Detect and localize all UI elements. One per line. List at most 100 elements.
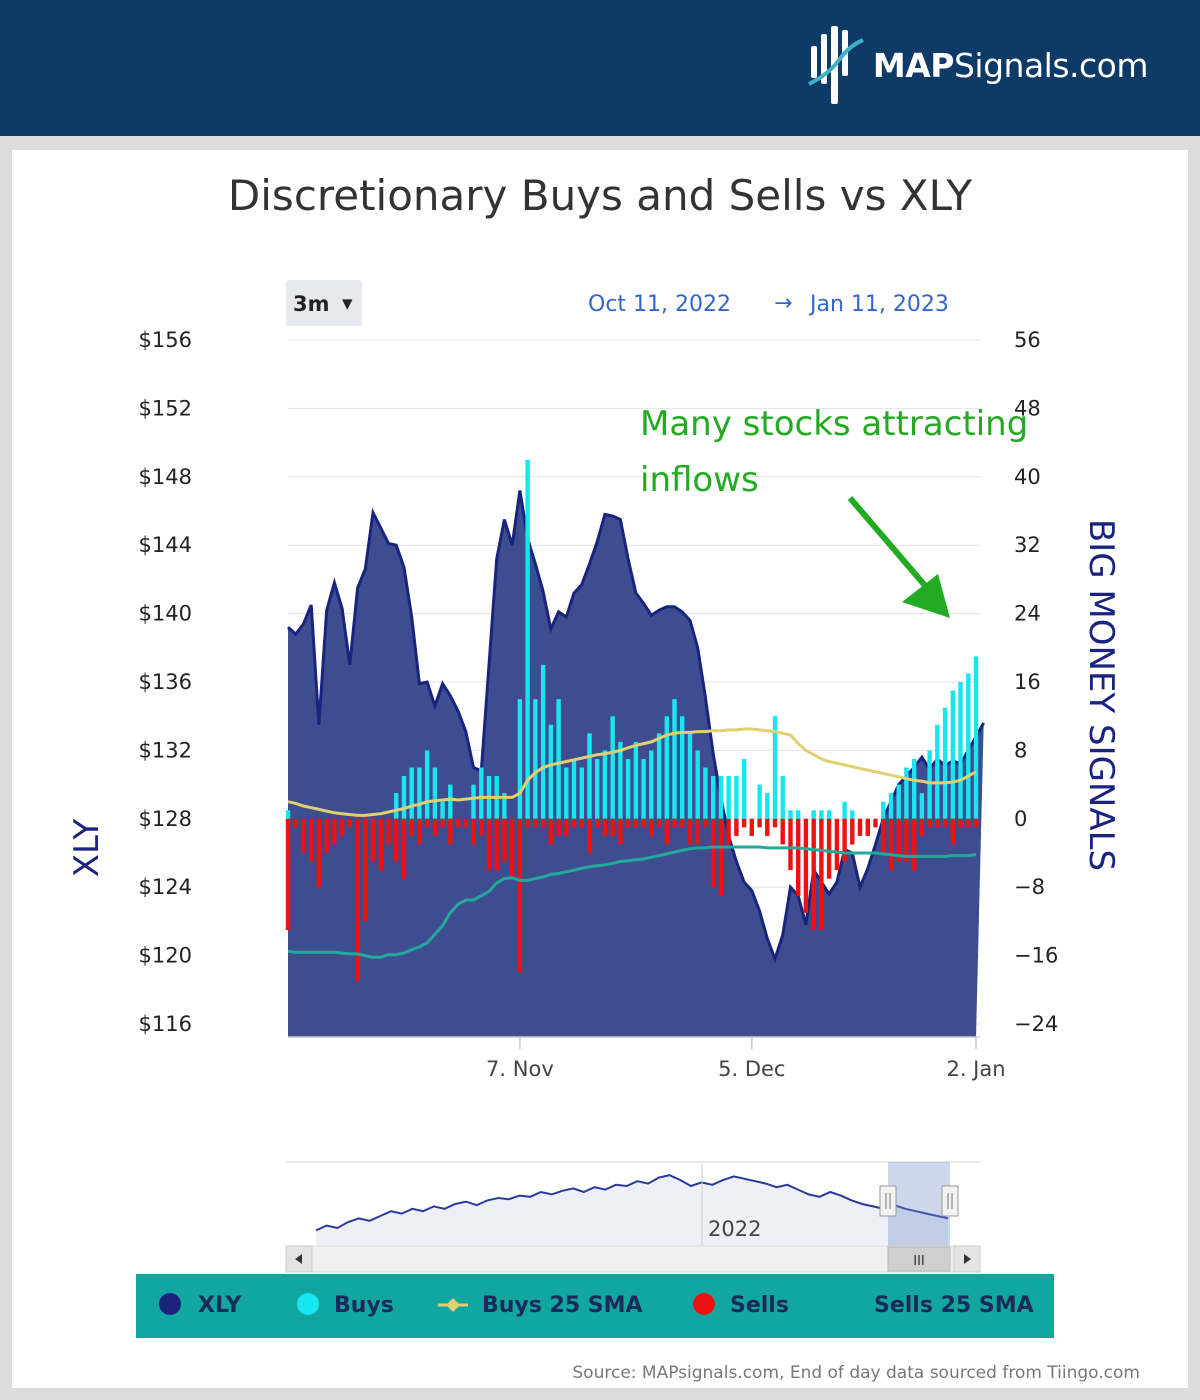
- chart-svg: Discretionary Buys and Sells vs XLY 3m ▾…: [67, 171, 1140, 1383]
- buys-bar: [610, 716, 615, 819]
- sells-bar: [935, 818, 940, 828]
- buys-bar: [587, 733, 592, 819]
- sells-bar: [873, 818, 878, 828]
- buys-bar: [780, 776, 785, 819]
- buys-bar: [796, 810, 801, 819]
- left-axis-ticks: $156 $152 $148 $144 $140 $136 $132 $128 $124 $120…: [139, 328, 192, 1036]
- scrollbar-thumb[interactable]: [887, 1246, 951, 1272]
- buys-bar: [618, 741, 623, 819]
- sells-bar: [973, 818, 979, 828]
- navigator-area: [316, 1175, 948, 1246]
- buys-bar: [579, 767, 584, 819]
- buys-bar: [571, 759, 577, 819]
- sells-bar: [625, 818, 631, 828]
- navigator-handle[interactable]: [941, 1185, 959, 1217]
- buys-bar: [285, 810, 291, 819]
- right-tick-label: −24: [1014, 1012, 1058, 1036]
- legend-item[interactable]: Sells 25 SMA: [874, 1293, 1034, 1318]
- legend-marker: [297, 1293, 319, 1315]
- sells-bar: [842, 818, 847, 862]
- scrollbar-track: [285, 1245, 981, 1273]
- buys-bar: [726, 776, 731, 819]
- left-tick-label: $136: [139, 670, 192, 694]
- arrow-left-icon: [295, 1254, 302, 1264]
- buys-bar: [649, 750, 654, 819]
- left-tick-label: $120: [139, 944, 192, 968]
- range-selector[interactable]: 3m ▾: [286, 280, 362, 326]
- buys-bar: [680, 716, 685, 819]
- buys-bar: [695, 750, 700, 819]
- x-tick-label: 5. Dec: [718, 1057, 785, 1081]
- buys-bar: [417, 767, 422, 819]
- navigator-scrollbar[interactable]: III: [285, 1245, 981, 1273]
- sells-bar: [448, 818, 453, 845]
- sells-bar: [633, 818, 639, 828]
- navigator-handle[interactable]: [879, 1185, 897, 1217]
- right-tick-label: 32: [1014, 533, 1041, 557]
- xly-line: [287, 490, 986, 964]
- left-tick-label: $116: [139, 1012, 192, 1036]
- buys-bar: [595, 759, 600, 819]
- sells-bar: [316, 818, 322, 888]
- sells-bar: [749, 818, 754, 836]
- sells-bar: [741, 818, 747, 828]
- right-axis-title: BIG MONEY SIGNALS: [1081, 519, 1121, 871]
- right-tick-label: 0: [1014, 807, 1027, 831]
- left-tick-label: $128: [139, 807, 192, 831]
- buys-bar: [664, 716, 669, 819]
- legend-item[interactable]: Buys 25 SMA: [438, 1293, 643, 1318]
- sells-bar: [587, 818, 592, 853]
- sells-bar: [486, 818, 492, 871]
- x-tick-label: 7. Nov: [486, 1057, 554, 1081]
- left-tick-label: $132: [139, 738, 192, 762]
- header-bar: MAPSignals.com: [0, 0, 1200, 136]
- sells-bar: [355, 818, 360, 982]
- legend-item[interactable]: Sells: [693, 1293, 789, 1318]
- legend-label: XLY: [198, 1293, 243, 1318]
- buys-bar: [656, 733, 662, 819]
- buys-bar: [881, 801, 886, 819]
- sells-bar: [556, 818, 561, 836]
- buys-bar: [548, 724, 553, 819]
- sells-bar: [571, 818, 577, 828]
- arrow-right-icon: [964, 1254, 971, 1264]
- legend-item[interactable]: Buys: [297, 1293, 394, 1318]
- x-tick-label: 2. Jan: [946, 1057, 1005, 1081]
- date-to-input[interactable]: Jan 11, 2023: [808, 292, 949, 317]
- buys-bar: [703, 767, 708, 819]
- buys-bar: [440, 801, 445, 819]
- legend-label: Sells 25 SMA: [874, 1293, 1034, 1318]
- sells-bar: [881, 818, 886, 853]
- brand-logo[interactable]: MAPSignals.com: [807, 24, 1149, 106]
- left-tick-label: $124: [139, 875, 192, 899]
- sells-bar: [927, 818, 932, 828]
- sells-bar: [347, 818, 352, 828]
- buys-bar: [602, 750, 608, 819]
- buys-bar: [533, 699, 538, 819]
- sells-bar: [726, 818, 731, 845]
- sells-bar: [525, 818, 530, 828]
- sells-bar: [780, 818, 785, 845]
- navigator-line: [315, 1174, 949, 1232]
- right-tick-label: 24: [1014, 602, 1041, 626]
- buys-bar: [625, 759, 631, 819]
- sells-bar: [641, 818, 646, 828]
- legend: XLY Buys Buys 25 SMA Sells Sells 25 SMA: [136, 1274, 1054, 1338]
- sells-bar: [363, 818, 368, 922]
- buys-bar: [564, 767, 569, 819]
- sells-bar: [332, 818, 337, 845]
- sells-bar: [417, 818, 422, 845]
- buys-bar: [912, 759, 917, 819]
- buys-bar: [788, 810, 793, 819]
- sells-bar: [919, 818, 925, 836]
- buys-bar: [718, 776, 724, 819]
- sells-bar: [324, 818, 329, 853]
- navigator[interactable]: 2022 III: [285, 1161, 981, 1273]
- buys-bar: [471, 784, 476, 819]
- right-tick-label: 40: [1014, 465, 1041, 489]
- date-from-input[interactable]: Oct 11, 2022: [588, 292, 731, 317]
- sells-bar: [293, 818, 298, 828]
- sells-bar: [409, 818, 414, 836]
- sells-bar: [502, 818, 507, 862]
- legend-item[interactable]: XLY: [159, 1293, 243, 1318]
